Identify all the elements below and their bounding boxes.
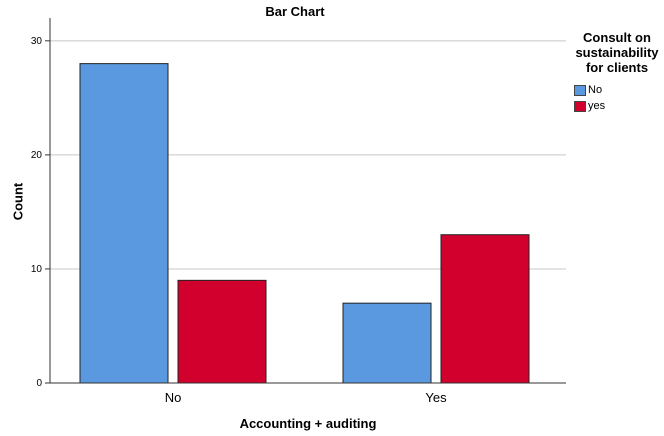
x-tick-label: No	[165, 390, 182, 405]
bar-yes-no	[177, 279, 267, 384]
y-tick-label: 20	[31, 150, 43, 161]
y-axis-label: Count	[10, 182, 26, 221]
y-tick-label: 10	[31, 264, 43, 275]
y-tick-label: 0	[36, 378, 42, 389]
x-tick-label: Yes	[425, 390, 447, 405]
legend-item-yes: yes	[574, 100, 605, 112]
legend-item-no: No	[574, 84, 602, 96]
bar-no-no	[79, 63, 169, 384]
y-tick-label: 30	[31, 36, 43, 47]
legend-label-yes: yes	[588, 100, 606, 112]
legend-title: Consult on sustainability for clients	[575, 30, 659, 75]
legend-swatch-no	[574, 84, 586, 96]
legend-label-no: No	[588, 84, 603, 96]
legend-swatch-yes	[574, 100, 586, 112]
bar-no-yes	[342, 302, 432, 384]
x-axis-label: Accounting + auditing	[239, 416, 377, 431]
chart-title: Bar Chart	[265, 4, 325, 19]
bar-yes-yes	[440, 234, 530, 384]
